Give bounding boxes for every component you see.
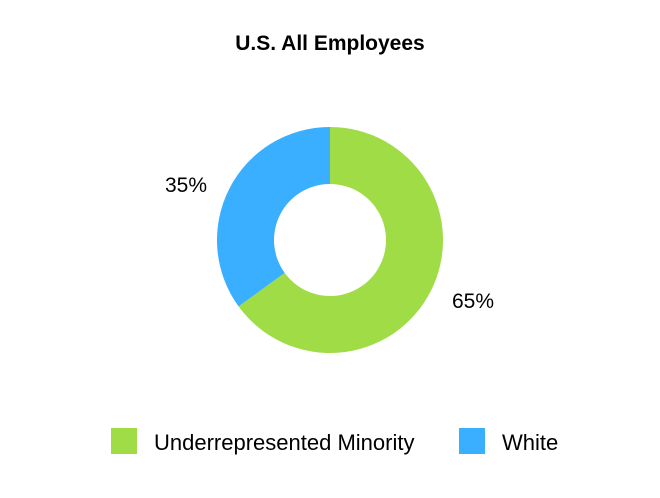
legend-swatch-underrepresented-minority: [111, 428, 137, 454]
slice-underrepresented-minority: [238, 127, 443, 354]
slice-label-white: 35%: [165, 174, 207, 197]
slice-label-underrepresented-minority: 65%: [452, 290, 494, 313]
donut-slices: [217, 127, 443, 354]
legend-label-white: White: [502, 430, 558, 455]
chart-title: U.S. All Employees: [235, 32, 424, 55]
legend-label-underrepresented-minority: Underrepresented Minority: [154, 430, 414, 455]
legend-swatch-white: [459, 428, 485, 454]
slice-white: [217, 127, 330, 307]
legend: Underrepresented Minority White: [111, 428, 558, 455]
